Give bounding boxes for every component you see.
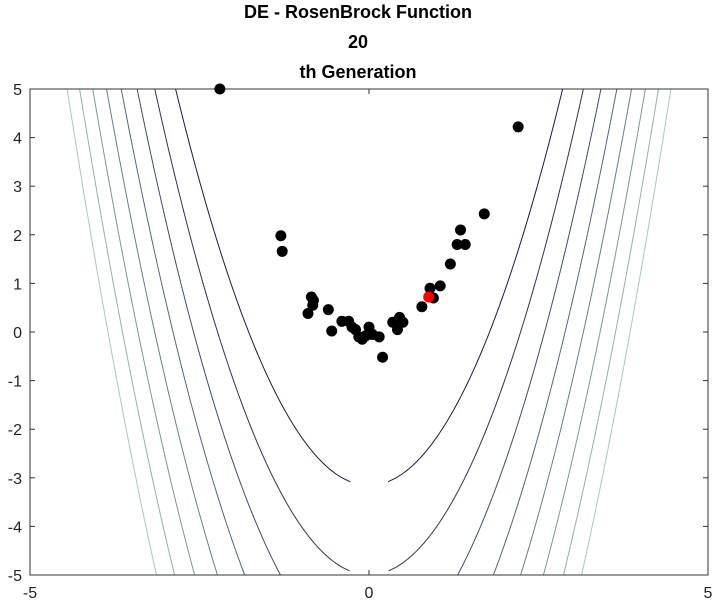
x-tick-label: -5: [23, 585, 37, 602]
best-point: [423, 291, 435, 303]
contour-line: [562, 89, 659, 575]
contour-line: [457, 89, 602, 575]
y-tick-label: -5: [8, 568, 22, 585]
population-point: [434, 280, 446, 292]
x-tick-label: 0: [365, 585, 374, 602]
population-point: [451, 239, 463, 251]
y-tick-label: -2: [8, 422, 22, 439]
y-tick-label: -1: [8, 374, 22, 391]
contour-line: [387, 89, 564, 483]
contour-line: [388, 89, 584, 572]
population-point: [305, 291, 317, 303]
x-tick-label: 5: [704, 585, 713, 602]
contour-line: [154, 89, 350, 572]
contour-line: [79, 89, 176, 575]
contour-line: [492, 89, 618, 575]
population-point: [276, 245, 288, 257]
population-point: [424, 282, 436, 294]
population-point: [459, 239, 471, 251]
contour-line: [520, 89, 633, 575]
population-point: [322, 304, 334, 316]
contour-line: [92, 89, 196, 575]
y-tick-label: 5: [13, 82, 22, 99]
axis-ticks: 5 4 3 2 1 0 -1 -2 -3 -4 -5-5 0 5: [8, 82, 713, 602]
contour-line: [175, 89, 351, 483]
y-tick-label: 1: [13, 276, 22, 293]
contour-line: [66, 89, 157, 575]
contour-line: [120, 89, 246, 575]
population-point: [512, 121, 524, 133]
chart-title-line-3: th Generation: [299, 62, 417, 82]
chart-title-line-1: DE - RosenBrock Function: [243, 2, 472, 22]
y-tick-label: 4: [13, 131, 22, 148]
population-point: [373, 331, 385, 343]
y-tick-label: 0: [13, 325, 22, 342]
y-tick-label: 2: [13, 228, 22, 245]
population-point: [455, 224, 467, 236]
contour-line: [581, 89, 672, 575]
population-point: [444, 258, 456, 270]
contour-line: [542, 89, 646, 575]
population-point: [302, 308, 314, 320]
chart-title-line-2: 20: [347, 32, 369, 52]
population-point: [275, 230, 287, 242]
contour-line: [136, 89, 281, 575]
population-point: [214, 83, 226, 95]
population-point: [377, 351, 389, 363]
population-point: [349, 324, 361, 336]
y-tick-label: -4: [8, 519, 22, 536]
contour-lines: [66, 89, 672, 575]
y-tick-label: 3: [13, 179, 22, 196]
y-tick-label: -3: [8, 471, 22, 488]
population-point: [416, 301, 428, 313]
population-point: [326, 325, 338, 337]
population-point: [397, 316, 409, 328]
contour-line: [106, 89, 218, 575]
population-points: [214, 83, 524, 363]
population-point: [478, 208, 490, 220]
